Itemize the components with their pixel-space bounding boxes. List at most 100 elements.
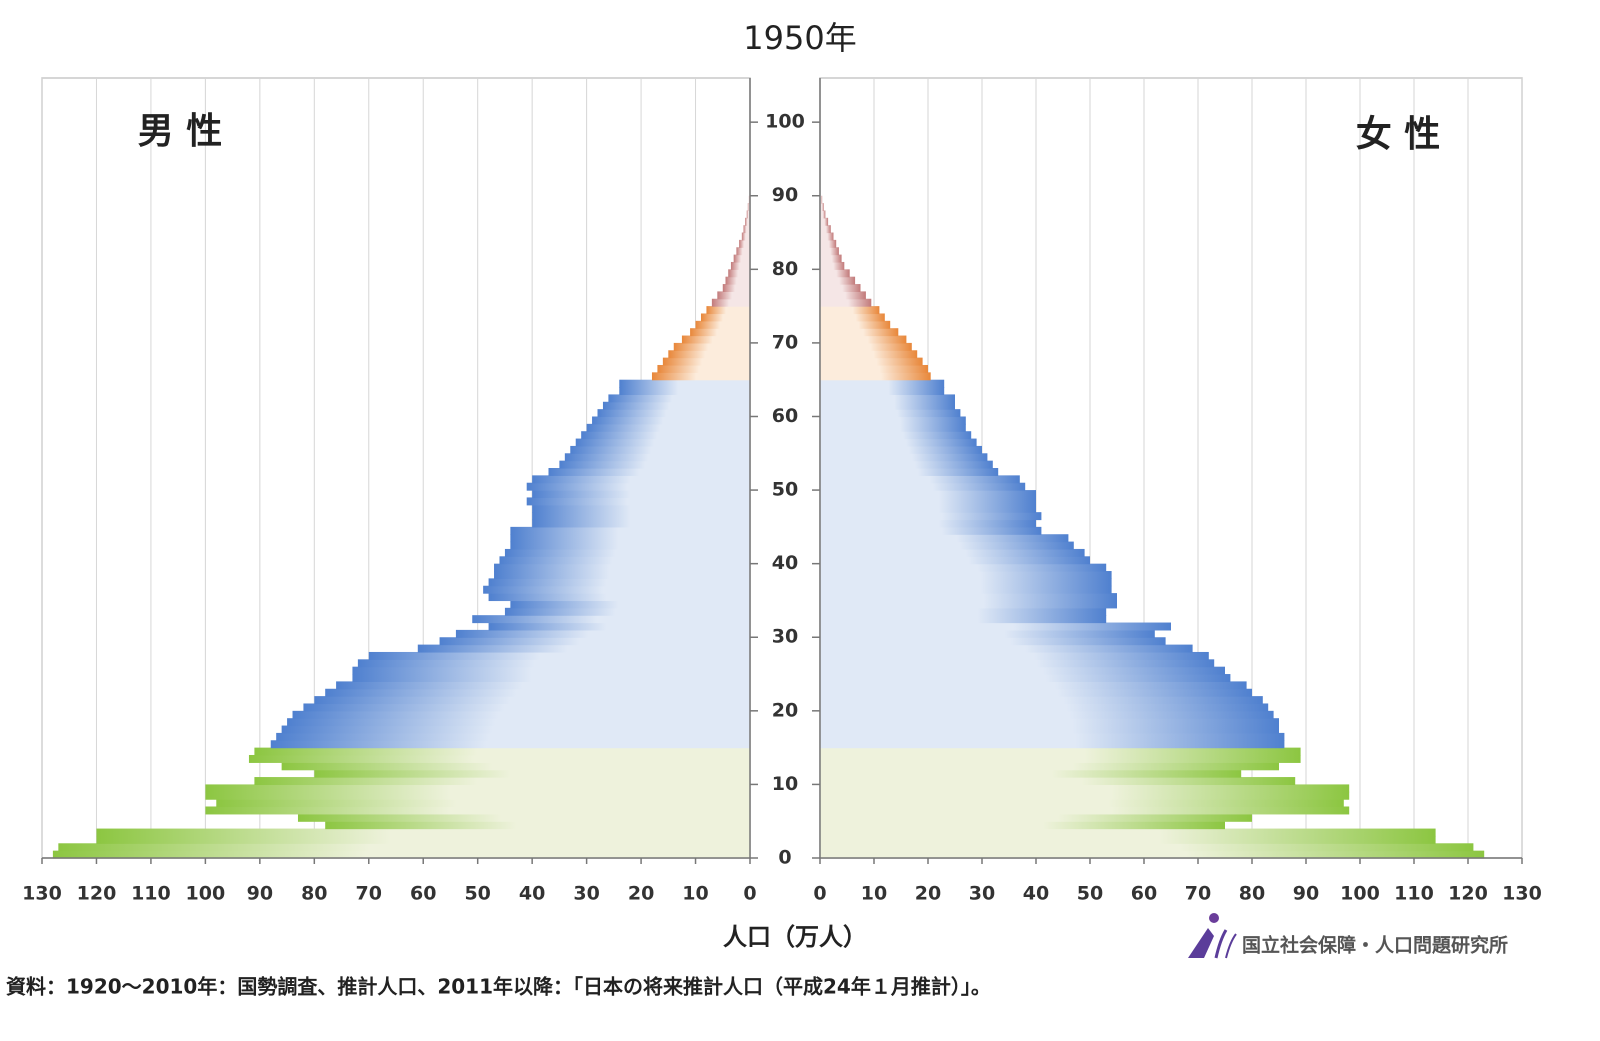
bar [287, 718, 750, 727]
bar [820, 372, 931, 381]
bar [736, 247, 750, 256]
bar [532, 512, 750, 521]
bar [336, 681, 750, 690]
bar [276, 732, 750, 741]
bar [820, 828, 1436, 837]
bar [297, 813, 750, 822]
bar [668, 350, 750, 359]
bar [499, 556, 750, 565]
bar [820, 681, 1247, 690]
bar [592, 416, 750, 425]
y-tick-label: 0 [778, 847, 791, 869]
x-tick-label: 90 [247, 883, 273, 905]
x-tick-label: 60 [410, 883, 436, 905]
bar [820, 799, 1344, 808]
bar [303, 703, 750, 712]
bar [820, 468, 999, 476]
bar [820, 254, 842, 263]
bar [820, 335, 907, 344]
bar [681, 335, 750, 344]
bar [820, 563, 1107, 572]
male-label: 男 性 [138, 111, 223, 152]
bar [439, 637, 750, 646]
bar [820, 710, 1274, 719]
bar [820, 350, 918, 359]
bar [820, 210, 826, 219]
bar [725, 276, 750, 285]
bar [820, 732, 1285, 741]
bar [820, 276, 856, 285]
bar [472, 615, 750, 624]
x-tick-label: 10 [682, 883, 708, 905]
y-tick-label: 70 [772, 331, 798, 353]
x-tick-label: 0 [743, 883, 756, 905]
bar [743, 225, 750, 234]
bar [532, 519, 750, 528]
bar [820, 607, 1107, 616]
bar [488, 622, 750, 631]
y-tick-label: 40 [772, 552, 798, 574]
bar [96, 828, 750, 837]
bar [820, 850, 1485, 859]
x-tick-label: 80 [301, 883, 327, 905]
bar [820, 401, 955, 410]
bar [248, 754, 750, 763]
bar [820, 306, 880, 315]
logo-text: 国立社会保障・人口問題研究所 [1242, 934, 1508, 957]
x-tick-label: 120 [1448, 883, 1488, 905]
bar [673, 342, 750, 351]
y-tick-label: 100 [765, 111, 805, 133]
bar [820, 342, 912, 351]
bar [820, 423, 966, 432]
bar [548, 468, 750, 476]
bar [581, 431, 750, 440]
x-tick-label: 130 [1502, 883, 1542, 905]
x-tick-label: 90 [1293, 883, 1319, 905]
bar [820, 364, 928, 373]
bar [722, 284, 750, 292]
bar [820, 328, 899, 337]
y-tick-label: 10 [772, 773, 798, 795]
bar [325, 821, 750, 830]
bar [820, 754, 1301, 763]
bar [728, 269, 750, 278]
bar [494, 563, 750, 572]
bar [488, 578, 750, 587]
bar [314, 769, 750, 778]
bar [820, 534, 1069, 543]
bar [820, 674, 1231, 682]
bar [510, 541, 750, 550]
bar [205, 784, 750, 793]
bar [820, 512, 1042, 521]
bar [820, 453, 988, 462]
bar [820, 593, 1117, 602]
bar [820, 217, 829, 226]
bar [510, 526, 750, 535]
bar [820, 777, 1296, 786]
x-tick-label: 70 [1185, 883, 1211, 905]
bar [820, 578, 1112, 587]
bar [820, 239, 837, 248]
x-tick-label: 70 [356, 883, 382, 905]
x-tick-label: 40 [1023, 883, 1049, 905]
bar [820, 504, 1036, 513]
bar [820, 769, 1242, 778]
bar [216, 799, 750, 808]
bar [711, 298, 750, 307]
bar [820, 688, 1252, 697]
logo-icon [1188, 913, 1237, 959]
bar [820, 416, 966, 425]
x-tick-label: 20 [915, 883, 941, 905]
bar [820, 666, 1225, 675]
bar [820, 571, 1112, 579]
x-tick-label: 30 [573, 883, 599, 905]
x-tick-label: 10 [861, 883, 887, 905]
bar [820, 784, 1350, 793]
bar [526, 482, 750, 491]
bar [746, 210, 750, 219]
bar [292, 710, 750, 719]
bar [820, 203, 824, 212]
x-tick-label: 100 [1340, 883, 1380, 905]
bar [619, 379, 750, 388]
